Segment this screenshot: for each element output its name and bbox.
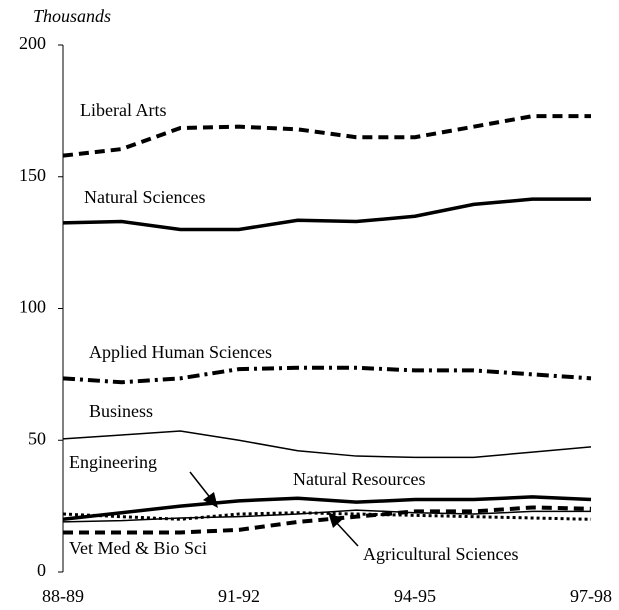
- y-tick-label: 100: [19, 297, 46, 317]
- series-label: Business: [89, 401, 153, 421]
- y-tick-label: 150: [19, 165, 46, 185]
- series-label: Natural Sciences: [84, 187, 205, 207]
- series-line: [63, 505, 592, 535]
- x-tick-label: 91-92: [218, 586, 260, 606]
- series-line: [62, 197, 591, 232]
- arrow: [189, 471, 213, 501]
- series-line: [62, 511, 592, 521]
- y-axis-label: Thousands: [33, 6, 111, 26]
- y-tick-label: 0: [37, 560, 46, 580]
- x-tick-label: 94-95: [394, 586, 436, 606]
- series-line: [62, 430, 592, 459]
- series-line: [62, 365, 592, 385]
- series-line: [62, 495, 592, 522]
- series-label: Engineering: [69, 452, 157, 472]
- series-line: [62, 114, 591, 158]
- y-tick-label: 200: [19, 33, 46, 53]
- x-tick-label: 88-89: [42, 586, 84, 606]
- series-label: Agricultural Sciences: [363, 544, 518, 564]
- series-label: Natural Resources: [293, 469, 425, 489]
- arrow: [333, 519, 359, 547]
- series-label: Liberal Arts: [80, 100, 166, 120]
- series-label: Applied Human Sciences: [89, 342, 272, 362]
- series-label: Vet Med & Bio Sci: [69, 538, 207, 558]
- series-line: [62, 509, 591, 523]
- y-tick-label: 50: [28, 428, 46, 448]
- x-tick-label: 97-98: [570, 586, 612, 606]
